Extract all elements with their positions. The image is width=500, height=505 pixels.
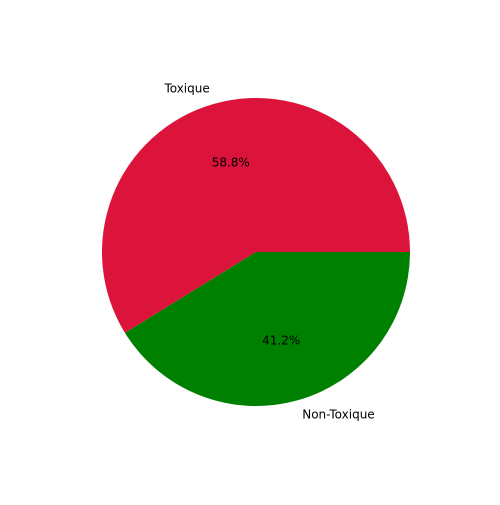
- slice-label: Toxique: [163, 82, 209, 96]
- slice-percent-label: 58.8%: [212, 156, 250, 170]
- slice-label: Non-Toxique: [302, 407, 374, 421]
- slices-layer: [101, 97, 411, 406]
- labels-layer: Toxique 58.8% Non-Toxique 41.2%: [163, 82, 374, 422]
- pie-slice-non-toxique: [124, 252, 411, 406]
- slice-percent-label: 41.2%: [262, 333, 300, 347]
- pie-slice-toxique: [101, 97, 410, 333]
